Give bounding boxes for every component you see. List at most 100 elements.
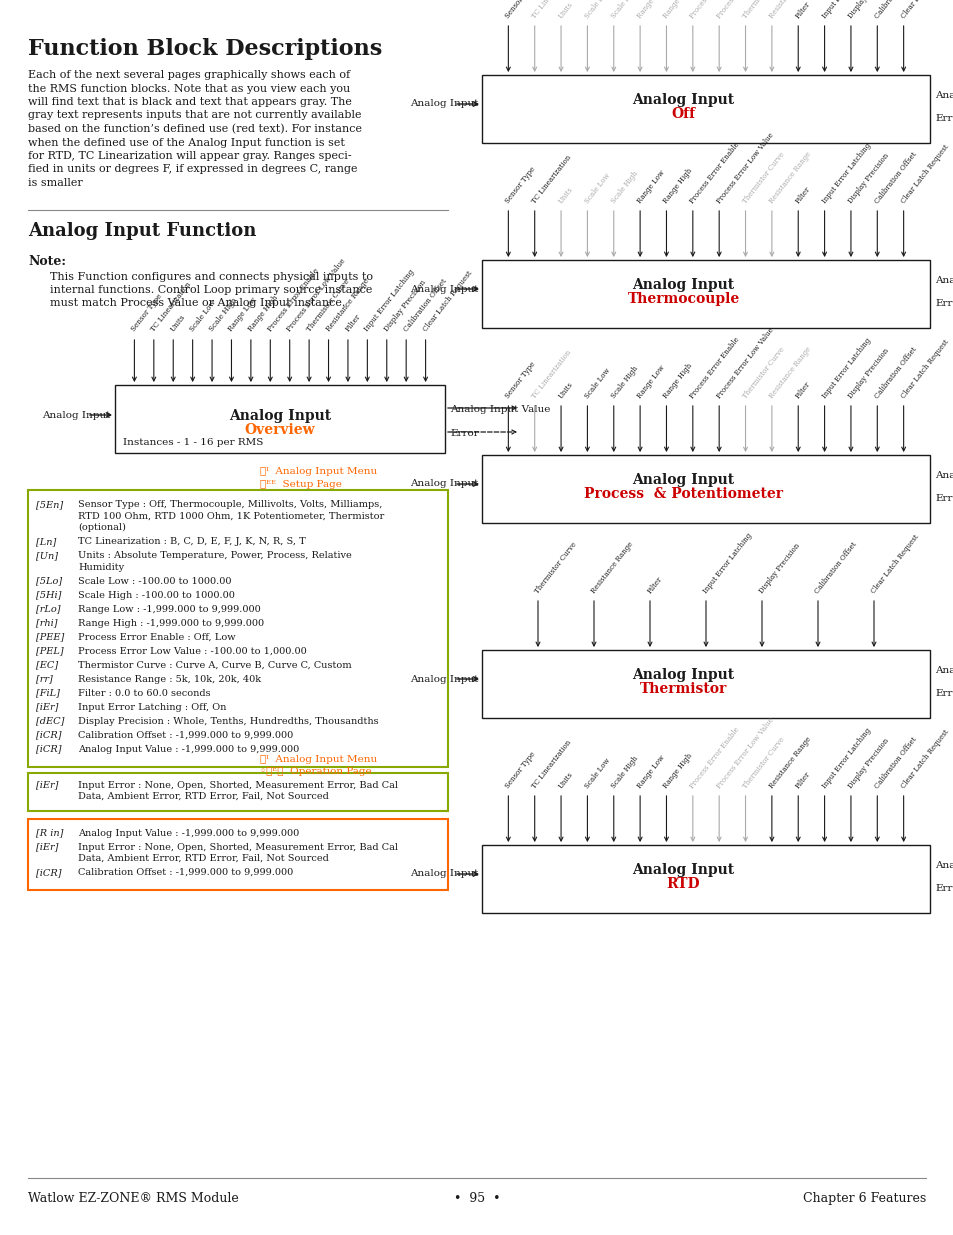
Text: Calibration Offset: Calibration Offset (813, 540, 858, 595)
Text: is smaller: is smaller (28, 178, 83, 188)
Text: Input Error Latching: Input Error Latching (820, 726, 871, 790)
Text: Process Error Low Value: Process Error Low Value (714, 131, 775, 205)
Text: Clear Latch Request: Clear Latch Request (899, 338, 949, 400)
Text: based on the function’s defined use (red text). For instance: based on the function’s defined use (red… (28, 124, 361, 135)
Text: Analog Input Value : -1,999.000 to 9,999.000: Analog Input Value : -1,999.000 to 9,999… (78, 745, 299, 753)
Text: Analog Input: Analog Input (409, 674, 477, 683)
Text: Calibration Offset: Calibration Offset (872, 345, 918, 400)
Text: Calibration Offset: Calibration Offset (872, 151, 918, 205)
Text: Analog Input: Analog Input (229, 409, 331, 424)
Text: Off: Off (671, 107, 695, 121)
Text: Filter: Filter (793, 769, 811, 790)
Text: Analog Input: Analog Input (632, 278, 734, 291)
Text: Thermistor Curve: Thermistor Curve (305, 277, 351, 333)
Text: This Function configures and connects physical inputs to: This Function configures and connects ph… (50, 272, 373, 282)
Text: Filter: Filter (793, 0, 811, 20)
Text: [​dEC​]: [​dEC​] (36, 716, 64, 725)
Text: [​rLo​]: [​rLo​] (36, 604, 60, 614)
Text: Thermistor Curve: Thermistor Curve (740, 151, 785, 205)
Text: Display Precision: Display Precision (845, 347, 890, 400)
Text: Analog Input: Analog Input (409, 479, 477, 489)
Text: Process  & Potentiometer: Process & Potentiometer (583, 487, 782, 501)
Text: Scale Low: Scale Low (582, 172, 611, 205)
Text: Filter: Filter (645, 574, 663, 595)
Text: Ⓢᴵ  Analog Input Menu: Ⓢᴵ Analog Input Menu (260, 755, 376, 763)
Text: Filter: Filter (793, 185, 811, 205)
Text: Calibration Offset: Calibration Offset (872, 735, 918, 790)
Text: Analog Input Function: Analog Input Function (28, 222, 256, 240)
Text: Input Error Latching: Input Error Latching (820, 0, 871, 20)
Text: [​iEr​]: [​iEr​] (36, 703, 58, 711)
Text: Clear Latch Request: Clear Latch Request (421, 269, 473, 333)
Text: internal functions. Control Loop primary source instance: internal functions. Control Loop primary… (50, 285, 372, 295)
Text: Resistance Range: Resistance Range (324, 277, 370, 333)
Bar (481, 75, 929, 143)
Text: Range High: Range High (661, 0, 694, 20)
Text: must match Process Value or Analog Input instance.: must match Process Value or Analog Input… (50, 298, 345, 308)
Text: [​5Hi​]: [​5Hi​] (36, 590, 61, 599)
Text: Calibration Offset: Calibration Offset (872, 0, 918, 20)
Text: [​iEr​]: [​iEr​] (36, 781, 58, 789)
Text: Clear Latch Request: Clear Latch Request (899, 143, 949, 205)
Text: Thermistor Curve: Thermistor Curve (740, 735, 785, 790)
Text: Scale Low: Scale Low (582, 367, 611, 400)
Bar (481, 845, 929, 913)
Text: Clear Latch Request: Clear Latch Request (899, 0, 949, 20)
Text: Analog Input: Analog Input (632, 863, 734, 877)
Text: Thermistor: Thermistor (639, 682, 726, 697)
Text: Calibration Offset: Calibration Offset (401, 277, 448, 333)
Text: Analog Input: Analog Input (409, 100, 477, 109)
Text: Display Precision: Display Precision (382, 278, 427, 333)
Text: [​Un​]: [​Un​] (36, 551, 58, 559)
Text: Input Error : None, Open, Shorted, Measurement Error, Bad Cal: Input Error : None, Open, Shorted, Measu… (78, 842, 397, 851)
Text: Range High : -1,999.000 to 9,999.000: Range High : -1,999.000 to 9,999.000 (78, 619, 264, 627)
Text: ◦ⓅᴱⓈ  Operation Page: ◦ⓅᴱⓈ Operation Page (260, 767, 372, 777)
Text: Display Precision: Display Precision (757, 542, 801, 595)
Text: Ⓜᴱᴱ  Setup Page: Ⓜᴱᴱ Setup Page (260, 480, 341, 489)
Text: Input Error Latching : Off, On: Input Error Latching : Off, On (78, 703, 226, 711)
Text: Thermistor Curve : Curve A, Curve B, Curve C, Custom: Thermistor Curve : Curve A, Curve B, Cur… (78, 661, 352, 669)
Text: Range Low: Range Low (635, 753, 666, 790)
Text: Resistance Range: Resistance Range (767, 735, 812, 790)
Text: Range Low: Range Low (635, 169, 666, 205)
Text: Calibration Offset : -1,999.000 to 9,999.000: Calibration Offset : -1,999.000 to 9,999… (78, 868, 293, 877)
Text: Input Error Latching: Input Error Latching (363, 268, 416, 333)
Text: Thermistor Curve: Thermistor Curve (740, 346, 785, 400)
Text: Error: Error (934, 114, 953, 124)
Text: TC Linearization: TC Linearization (150, 280, 193, 333)
Text: Analog Input Value: Analog Input Value (934, 471, 953, 480)
Text: Range High: Range High (246, 294, 279, 333)
Text: [​rhi​]: [​rhi​] (36, 619, 57, 627)
Text: [​R in​]: [​R in​] (36, 829, 63, 837)
Text: TC Linearization: TC Linearization (530, 153, 573, 205)
Text: Chapter 6 Features: Chapter 6 Features (801, 1192, 925, 1205)
Text: Display Precision: Display Precision (845, 152, 890, 205)
Text: [​PEE​]: [​PEE​] (36, 632, 64, 641)
Text: Analog Input Value: Analog Input Value (934, 91, 953, 100)
Text: Process Error Enable: Process Error Enable (688, 725, 740, 790)
Text: Units: Units (557, 185, 574, 205)
Text: Scale Low: Scale Low (582, 0, 611, 20)
Text: Analog Input: Analog Input (632, 668, 734, 682)
Text: Data, Ambient Error, RTD Error, Fail, Not Sourced: Data, Ambient Error, RTD Error, Fail, No… (78, 853, 329, 863)
Text: Scale High: Scale High (609, 0, 639, 20)
Text: Analog Input Value: Analog Input Value (934, 275, 953, 285)
Text: Display Precision: Display Precision (845, 0, 890, 20)
Text: Process Error Low Value : -100.00 to 1,000.00: Process Error Low Value : -100.00 to 1,0… (78, 646, 307, 656)
Text: Analog Input: Analog Input (632, 93, 734, 107)
Text: Range Low: Range Low (635, 363, 666, 400)
Bar (481, 454, 929, 522)
Text: Sensor Type: Sensor Type (503, 165, 537, 205)
Text: Units: Units (169, 312, 187, 333)
Text: Resistance Range: Resistance Range (589, 540, 635, 595)
Text: Process Error Low Value: Process Error Low Value (714, 0, 775, 20)
Text: [​iCR​]: [​iCR​] (36, 745, 61, 753)
Text: Error: Error (934, 299, 953, 308)
Text: Analog Input: Analog Input (409, 869, 477, 878)
Text: Filter : 0.0 to 60.0 seconds: Filter : 0.0 to 60.0 seconds (78, 688, 211, 698)
Text: Each of the next several pages graphically shows each of: Each of the next several pages graphical… (28, 70, 350, 80)
Text: Range Low : -1,999.000 to 9,999.000: Range Low : -1,999.000 to 9,999.000 (78, 604, 260, 614)
Text: Resistance Range: Resistance Range (767, 151, 812, 205)
Text: Thermistor Curve: Thermistor Curve (740, 0, 785, 20)
Text: for RTD, TC Linearization will appear gray. Ranges speci-: for RTD, TC Linearization will appear gr… (28, 151, 352, 161)
